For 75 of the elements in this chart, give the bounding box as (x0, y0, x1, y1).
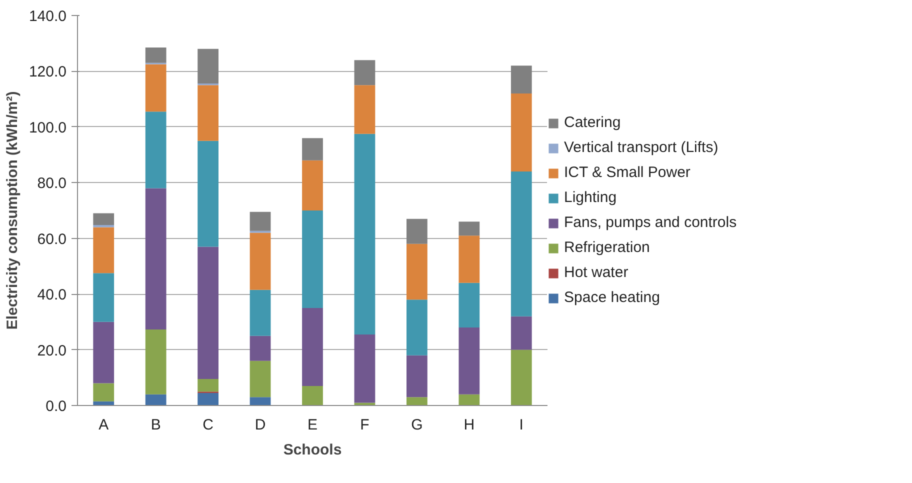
bar (406, 355, 428, 398)
legend-label: Vertical transport (Lifts) (564, 139, 718, 156)
bar (354, 85, 376, 134)
legend-label: Hot water (564, 264, 628, 281)
legend-label: Lighting (564, 189, 617, 206)
bar (458, 282, 480, 328)
bar (354, 60, 376, 86)
bar (302, 138, 323, 160)
bar (250, 336, 271, 361)
bar (458, 328, 480, 394)
legend-label: Fans, pumps and controls (564, 214, 737, 231)
bar (145, 329, 166, 394)
bar (145, 188, 166, 330)
bar (458, 222, 480, 236)
bar (198, 392, 218, 406)
y-tick-label: 120.0 (28, 64, 67, 81)
bar (250, 397, 271, 406)
bar (93, 322, 114, 384)
y-tick-label: 80.0 (37, 175, 67, 192)
x-tick-label: A (98, 416, 109, 434)
bar (250, 212, 271, 231)
bar (93, 383, 114, 402)
bar (250, 232, 271, 290)
x-axis-title: Schools (283, 442, 342, 458)
y-tick-label: 60.0 (37, 230, 67, 248)
y-tick-label: 100.0 (28, 119, 67, 136)
x-tick-label: G (411, 416, 423, 434)
y-axis-title: Electricity consumption (kWh/m²) (4, 91, 21, 330)
bar (406, 300, 428, 356)
bar (145, 394, 166, 406)
bar (198, 246, 218, 380)
bar (302, 386, 323, 406)
bar (510, 316, 532, 350)
bar (354, 334, 376, 403)
bar (510, 350, 532, 406)
bar (458, 236, 480, 283)
bar (145, 48, 166, 63)
legend-label: Catering (564, 114, 621, 131)
bar (354, 134, 376, 334)
x-tick-label: H (464, 416, 475, 434)
x-tick-label: B (150, 416, 161, 434)
bar (198, 48, 218, 84)
bar (302, 160, 323, 210)
bar (250, 290, 271, 336)
bar (93, 273, 114, 322)
bar (302, 308, 323, 386)
x-tick-label: F (360, 416, 370, 434)
bar (406, 244, 428, 300)
bar (93, 227, 114, 274)
bar (510, 66, 532, 94)
bar (406, 218, 428, 244)
bar (510, 94, 532, 172)
bar (93, 224, 114, 228)
y-tick-label: 0.0 (46, 398, 67, 415)
x-tick-label: C (202, 416, 214, 434)
bar (93, 213, 114, 225)
legend-label: Refrigeration (564, 239, 650, 256)
x-tick-label: E (308, 416, 318, 434)
bar (198, 140, 218, 247)
legend-label: Space heating (564, 289, 660, 306)
y-tick-label: 140.0 (28, 8, 67, 25)
x-tick-label: I (519, 416, 524, 434)
x-tick-label: D (254, 416, 266, 434)
legend-label: ICT & Small Power (564, 164, 690, 181)
bar (198, 85, 218, 141)
bar (198, 379, 218, 392)
bar (458, 394, 480, 406)
y-tick-label: 20.0 (37, 342, 67, 360)
bar (510, 172, 532, 316)
bar (145, 112, 166, 188)
bar (406, 397, 428, 406)
bar (145, 64, 166, 112)
y-tick-label: 40.0 (37, 286, 67, 304)
bar (302, 210, 323, 308)
bar (250, 360, 271, 398)
